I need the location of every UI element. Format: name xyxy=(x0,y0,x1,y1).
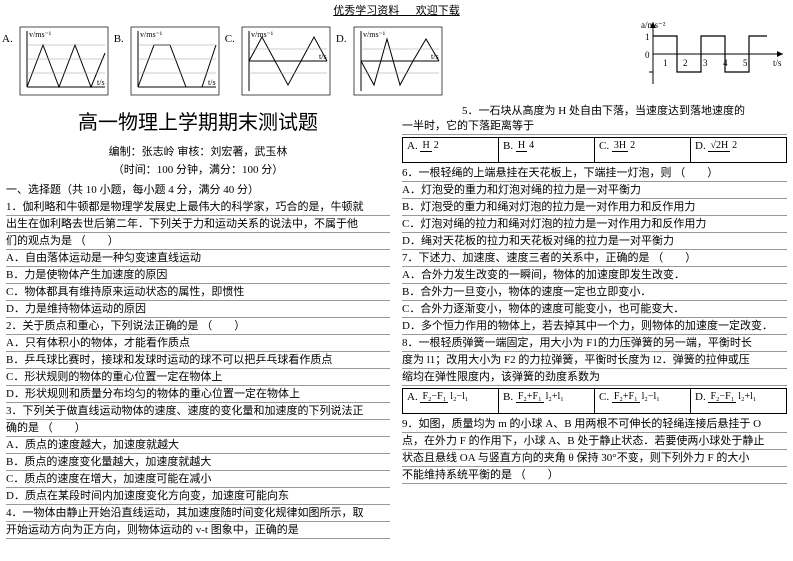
q5-d-label: D. xyxy=(695,140,706,152)
chart-c-label: C. xyxy=(225,33,235,45)
q8-b-den: l₂+l₁ xyxy=(544,391,566,402)
svg-text:1: 1 xyxy=(663,58,668,68)
chart-c: v/ms⁻¹ t/s xyxy=(237,25,332,97)
q8-d-label: D. xyxy=(695,391,706,403)
svg-text:5: 5 xyxy=(743,58,748,68)
q4-stem2: 开始运动方向为正方向，则物体运动的 v-t 图象中，正确的是 xyxy=(6,522,390,539)
q9-stem1: 9．如图，质量均为 m 的小球 A、B 用两根不可伸长的轻绳连接后悬挂于 O xyxy=(402,416,787,433)
q8-d-den: l₂+l₁ xyxy=(736,391,758,402)
q2-stem: 2．关于质点和重心，下列说法正确的是 （ ） xyxy=(6,318,390,335)
q2-c: C．形状规则的物体的重心位置一定在物体上 xyxy=(6,369,390,386)
q1-a: A．自由落体运动是一种匀变速直线运动 xyxy=(6,250,390,267)
q6-c: C．灯泡对绳的拉力和绳对灯泡的拉力是一对作用力和反作用力 xyxy=(402,216,787,233)
editors: 编制：张志岭 审核：刘宏著，武玉林 xyxy=(6,143,390,159)
svg-text:t/s: t/s xyxy=(208,78,216,87)
svg-text:2: 2 xyxy=(683,58,688,68)
q8-b-num: F₂+F₁ xyxy=(516,391,544,403)
q4-stem1: 4．一物体由静止开始沿直线运动，其加速度随时间变化规律如图所示，取 xyxy=(6,505,390,522)
q9-stem3: 状态且悬线 OA 与竖直方向的夹角 θ 保持 30°不变，则下列外力 F 的大小 xyxy=(402,450,787,467)
svg-text:1: 1 xyxy=(645,32,650,42)
q2-a: A．只有体积小的物体，才能看作质点 xyxy=(6,335,390,352)
q5-stem: 一半时，它的下落距离等于 xyxy=(402,118,787,135)
svg-text:0: 0 xyxy=(645,50,650,60)
left-column: 高一物理上学期期末测试题 编制：张志岭 审核：刘宏著，武玉林 （时间：100 分… xyxy=(0,102,396,539)
q3-stem1: 3．下列关于做直线运动物体的速度、速度的变化量和加速度的下列说法正 xyxy=(6,403,390,420)
svg-text:v/ms⁻¹: v/ms⁻¹ xyxy=(29,30,52,39)
q3-c: C．质点的速度在增大，加速度可能在减小 xyxy=(6,471,390,488)
q3-stem2: 确的是 （ ） xyxy=(6,420,390,437)
exam-title: 高一物理上学期期末测试题 xyxy=(6,106,390,135)
q8-a-den: l₂−l₁ xyxy=(448,391,470,402)
q8-stem1: 8．一根轻质弹簧一端固定，用大小为 F1的力压弹簧的另一端，平衡时长 xyxy=(402,335,787,352)
q5-c-num: 3H xyxy=(612,140,628,152)
q5-a-label: A. xyxy=(407,140,418,152)
section1-head: 一、选择题（共 10 小题，每小题 4 分，满分 40 分） xyxy=(6,181,390,197)
q7-c: C．合外力逐渐变小，物体的速度可能变小，也可能变大． xyxy=(402,301,787,318)
q5-d-num: √2H xyxy=(708,140,730,152)
q5-options: A. H2 B. H4 C. 3H2 D. √2H2 xyxy=(402,137,787,163)
q6-b: B．灯泡受的重力和绳对灯泡的拉力是一对作用力和反作用力 xyxy=(402,199,787,216)
q8-options: A. F₂−F₁l₂−l₁ B. F₂+F₁l₂+l₁ C. F₂+F₁l₂−l… xyxy=(402,388,787,414)
q3-d: D．质点在某段时间内加速度变化方向变，加速度可能向东 xyxy=(6,488,390,505)
q3-b: B．质点的速度变化量越大，加速度就越大 xyxy=(6,454,390,471)
q8-b-label: B. xyxy=(503,391,513,403)
chart-d-label: D. xyxy=(336,33,347,45)
q5-c-label: C. xyxy=(599,140,609,152)
q8-stem2: 度为 l1；改用大小为 F2 的力拉弹簧，平衡时长度为 l2．弹簧的拉伸或压 xyxy=(402,352,787,369)
q2-b: B．乒乓球比赛时，接球和发球时运动的球不可以把乒乓球看作质点 xyxy=(6,352,390,369)
q5-a-num: H xyxy=(420,140,431,152)
q6-d: D．绳对天花板的拉力和天花板对绳的拉力是一对平衡力 xyxy=(402,233,787,250)
q8-d-num: F₂−F₁ xyxy=(708,391,736,403)
svg-text:a/ms⁻²: a/ms⁻² xyxy=(641,20,666,30)
q1-stem1: 1．伽利略和牛顿都是物理学发展史上最伟大的科学家，巧合的是，牛顿就 xyxy=(6,199,390,216)
q5-b-label: B. xyxy=(503,140,513,152)
q7-a: A．合外力发生改变的一瞬间，物体的加速度即发生改变． xyxy=(402,267,787,284)
q8-c-num: F₂+F₁ xyxy=(612,391,640,403)
chart-b-label: B. xyxy=(114,33,124,45)
q5-b-num: H xyxy=(516,140,527,152)
q5-a-den: 2 xyxy=(432,140,441,151)
q1-b: B．力是使物体产生加速度的原因 xyxy=(6,267,390,284)
q9-stem4: 不能维持系统平衡的是 （ ） xyxy=(402,467,787,484)
q8-stem3: 缩均在弹性限度内，该弹簧的劲度系数为 xyxy=(402,369,787,386)
q5-c-den: 2 xyxy=(628,140,637,151)
q8-c-den: l₂−l₁ xyxy=(640,391,662,402)
q5-b-den: 4 xyxy=(527,140,536,151)
q1-c: C．物体都具有维持原来运动状态的属性，即惯性 xyxy=(6,284,390,301)
q7-b: B．合外力一旦变小，物体的速度一定也立即变小． xyxy=(402,284,787,301)
chart-a: v/ms⁻¹ t/s xyxy=(15,25,110,97)
q3-a: A．质点的速度越大，加速度就越大 xyxy=(6,437,390,454)
q7-d: D．多个恒力作用的物体上，若去掉其中一个力，则物体的加速度一定改变． xyxy=(402,318,787,335)
q7-stem: 7．下述力、加速度、速度三者的关系中，正确的是 （ ） xyxy=(402,250,787,267)
q8-a-num: F₂−F₁ xyxy=(420,391,448,403)
time-info: （时间：100 分钟，满分：100 分） xyxy=(6,161,390,177)
q1-d: D．力是维持物体运动的原因 xyxy=(6,301,390,318)
q1-stem2: 出生在伽利略去世后第二年．下列关于力和运动关系的说法中，不属于他 xyxy=(6,216,390,233)
svg-text:v/ms⁻¹: v/ms⁻¹ xyxy=(140,30,163,39)
svg-text:t/s: t/s xyxy=(97,78,105,87)
chart-accel: a/ms⁻² t/s 1 0 1 2 3 4 5 xyxy=(639,18,787,90)
q9-stem2: 点，在外力 F 的作用下，小球 A、B 处于静止状态．若要使两小球处于静止 xyxy=(402,433,787,450)
q8-c-label: C. xyxy=(599,391,609,403)
q5-d-den: 2 xyxy=(730,140,739,151)
chart-d: v/ms⁻¹ t/s xyxy=(349,25,444,97)
q2-d: D．形状规则和质量分布均匀的物体的重心位置一定在物体上 xyxy=(6,386,390,403)
chart-a-label: A. xyxy=(2,33,13,45)
q5-lead: 5．一石块从高度为 H 处自由下落，当速度达到落地速度的 xyxy=(402,102,787,118)
header-link: 优秀学习资料___欢迎下载 xyxy=(0,0,793,20)
q1-stem3: 们的观点为是 （ ） xyxy=(6,233,390,250)
q8-a-label: A. xyxy=(407,391,418,403)
q6-a: A．灯泡受的重力和灯泡对绳的拉力是一对平衡力 xyxy=(402,182,787,199)
chart-b: v/ms⁻¹ t/s xyxy=(126,25,221,97)
q6-stem: 6．一根轻绳的上端悬挂在天花板上，下端挂一灯泡，则 （ ） xyxy=(402,165,787,182)
svg-text:3: 3 xyxy=(703,58,708,68)
svg-text:t/s: t/s xyxy=(773,58,782,68)
svg-text:v/ms⁻¹: v/ms⁻¹ xyxy=(363,30,386,39)
right-column: 5．一石块从高度为 H 处自由下落，当速度达到落地速度的 一半时，它的下落距离等… xyxy=(396,102,793,539)
